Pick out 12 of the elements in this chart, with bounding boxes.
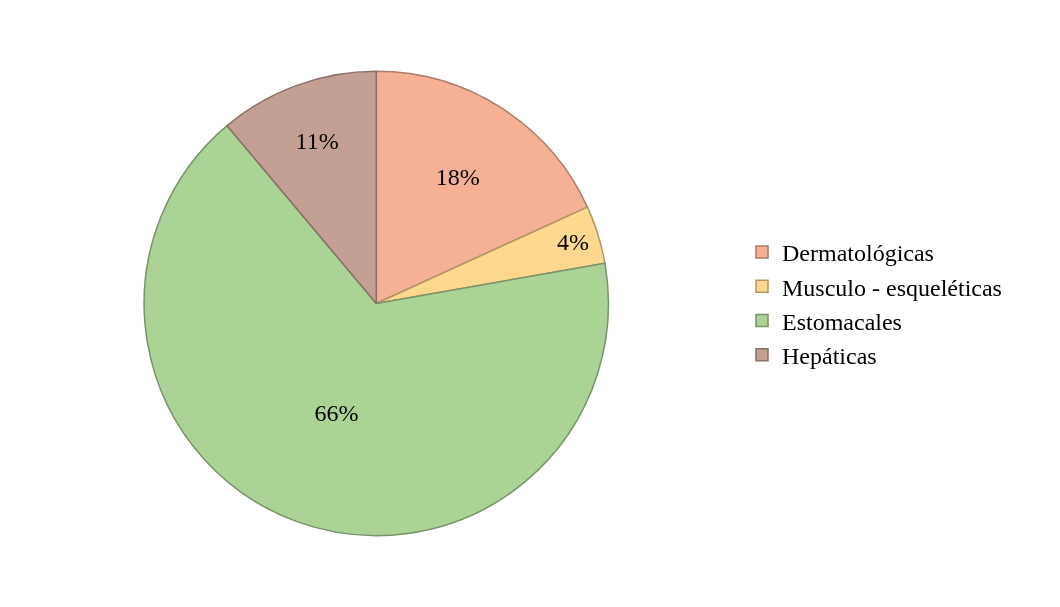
legend-label: Dermatológicas bbox=[782, 240, 934, 267]
pie-slice bbox=[375, 70, 589, 305]
data-label: 18% bbox=[435, 163, 480, 190]
data-label: 66% bbox=[314, 399, 359, 426]
legend-label: Hepáticas bbox=[782, 343, 877, 370]
legend-label: Musculo - esqueléticas bbox=[782, 274, 1002, 301]
pie-slice bbox=[143, 124, 609, 537]
data-label: 11% bbox=[295, 127, 339, 154]
pie-slice bbox=[226, 70, 378, 305]
legend-label: Estomacales bbox=[782, 308, 902, 335]
pie-slice bbox=[375, 206, 606, 305]
data-label: 4% bbox=[557, 229, 590, 256]
